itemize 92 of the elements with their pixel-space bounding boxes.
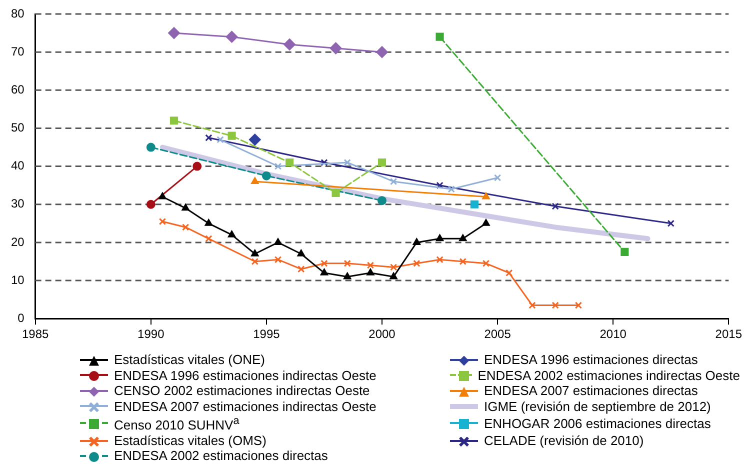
x-tick-label: 2000 xyxy=(368,327,396,342)
point xyxy=(274,238,282,245)
point xyxy=(182,224,190,231)
point xyxy=(436,256,444,264)
y-tick-label: 70 xyxy=(10,44,25,58)
point xyxy=(320,260,328,267)
point xyxy=(298,266,305,273)
x-tick-label: 2015 xyxy=(715,327,742,342)
point xyxy=(250,249,259,256)
point xyxy=(413,260,420,267)
point xyxy=(226,30,238,43)
point xyxy=(216,136,224,144)
point xyxy=(158,192,166,200)
x-tick-label: 2005 xyxy=(484,327,512,342)
point xyxy=(251,258,258,266)
y-tick-label: 0 xyxy=(18,310,25,325)
point xyxy=(204,218,213,226)
point xyxy=(366,262,374,269)
point xyxy=(228,132,236,140)
point xyxy=(376,46,388,58)
point xyxy=(286,158,294,167)
legend-label: ENHOGAR 2006 estimaciones directas xyxy=(484,416,711,432)
point xyxy=(192,162,202,171)
point xyxy=(146,142,156,152)
point xyxy=(436,234,444,242)
point xyxy=(378,158,386,167)
point xyxy=(390,264,398,271)
point xyxy=(390,272,398,280)
legend-label: Estadísticas vitales (ONE) xyxy=(114,352,265,368)
point xyxy=(494,174,502,182)
point xyxy=(574,302,582,309)
point xyxy=(344,158,351,166)
point xyxy=(482,218,490,226)
y-tick-label: 60 xyxy=(10,82,25,96)
point xyxy=(482,260,490,267)
point xyxy=(667,220,674,227)
point xyxy=(332,188,340,197)
point xyxy=(284,38,296,50)
point xyxy=(330,42,342,54)
point xyxy=(620,248,629,256)
legend-label: CELADE (revisión de 2010) xyxy=(484,432,644,448)
x-tick-label: 1990 xyxy=(138,327,165,342)
point xyxy=(448,186,455,193)
legend-label: ENDESA 1996 estimaciones directas xyxy=(484,352,698,368)
legend-label: ENDESA 2007 estimaciones directas xyxy=(484,383,698,398)
point xyxy=(378,196,386,206)
point xyxy=(552,302,559,309)
legend-label: ENDESA 1996 estimaciones indirectas Oeste xyxy=(114,368,376,383)
point xyxy=(182,204,190,211)
point xyxy=(205,235,212,242)
legend-label: IGME (revisión de septiembre de 2012) xyxy=(484,398,711,414)
y-tick-label: 30 xyxy=(10,196,25,211)
point xyxy=(248,134,261,146)
point xyxy=(506,269,513,276)
point xyxy=(390,178,398,186)
legend-label: ENDESA 2002 estimaciones indirectas Oeste xyxy=(478,368,740,383)
point xyxy=(458,234,467,242)
x-tick-label: 1985 xyxy=(22,327,50,342)
legend-label: ENDESA 2007 estimaciones indirectas Oeste xyxy=(114,398,376,414)
point xyxy=(170,116,178,125)
legend-label: ENDESA 2002 estimaciones directas xyxy=(114,448,328,464)
point xyxy=(228,230,236,238)
point xyxy=(528,302,536,309)
y-tick-label: 50 xyxy=(10,120,25,135)
point xyxy=(436,32,444,41)
point xyxy=(274,162,282,170)
point xyxy=(320,158,328,166)
x-tick-label: 2010 xyxy=(600,327,627,342)
x-tick-label: 1995 xyxy=(253,327,280,342)
point xyxy=(262,171,271,180)
y-tick-label: 80 xyxy=(10,6,25,20)
y-tick-label: 20 xyxy=(10,234,25,249)
point xyxy=(366,268,374,276)
point xyxy=(320,268,328,276)
legend-label: Estadísticas vitales (OMS) xyxy=(114,432,266,448)
point xyxy=(470,200,478,208)
point xyxy=(459,258,466,266)
point xyxy=(436,182,444,189)
point xyxy=(274,256,282,264)
legend-label: CENSO 2002 estimaciones indirectas Oeste xyxy=(114,383,370,398)
y-tick-label: 10 xyxy=(10,272,25,287)
point xyxy=(158,218,166,226)
point xyxy=(344,260,351,267)
point xyxy=(205,134,212,142)
y-tick-label: 40 xyxy=(10,158,25,173)
point xyxy=(412,238,421,245)
point xyxy=(552,202,559,210)
point xyxy=(146,200,156,209)
point xyxy=(343,272,352,280)
point xyxy=(168,27,180,40)
point xyxy=(297,249,306,256)
legend-label: Censo 2010 SUHNV$^{a}$ xyxy=(114,414,240,433)
